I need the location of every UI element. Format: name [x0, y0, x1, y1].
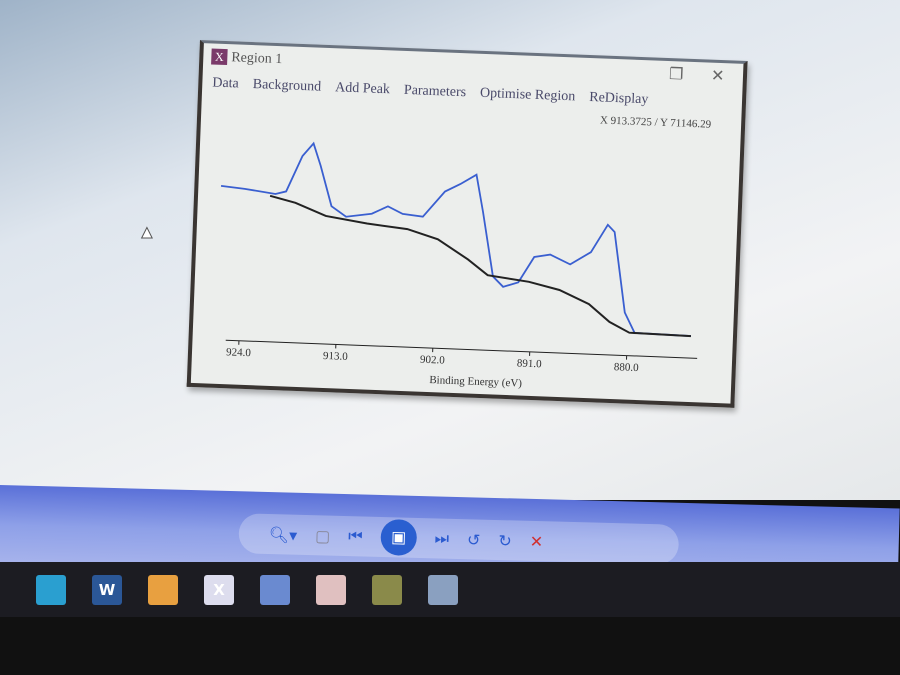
x-axis-label: Binding Energy (eV): [429, 374, 522, 390]
next-icon[interactable]: ⏭︎: [434, 528, 450, 548]
menu-optimise-region[interactable]: Optimise Region: [479, 85, 576, 105]
taskbar-app-3[interactable]: X: [204, 574, 234, 605]
x-tick-label: 880.0: [614, 361, 640, 374]
taskbar-app-1[interactable]: W: [92, 574, 122, 605]
background-line: [269, 194, 691, 338]
taskbar-app-4[interactable]: [260, 574, 290, 605]
previous-icon[interactable]: ⏮︎: [348, 526, 363, 546]
menu-redisplay[interactable]: ReDisplay: [588, 89, 649, 108]
menu-data[interactable]: Data: [212, 75, 240, 92]
rotate-left-icon[interactable]: ↺: [466, 529, 481, 550]
x-tick-label: 902.0: [420, 354, 446, 367]
slideshow-icon[interactable]: ▣: [380, 518, 418, 556]
menu-background[interactable]: Background: [252, 77, 322, 95]
app-icon: X: [211, 48, 228, 66]
zoom-icon[interactable]: 🔍︎▾: [268, 524, 298, 545]
taskbar-app-5[interactable]: [316, 574, 346, 605]
menu-add-peak[interactable]: Add Peak: [334, 80, 391, 98]
taskbar-app-6[interactable]: [372, 574, 402, 605]
x-tick-label: 924.0: [226, 346, 252, 359]
x-tick-label: 913.0: [323, 350, 349, 363]
taskbar-app-7[interactable]: [428, 574, 458, 605]
taskbar-app-2[interactable]: [148, 574, 178, 605]
x-axis: [225, 339, 698, 359]
close-icon[interactable]: ✕: [710, 67, 725, 86]
region-window: X Region 1 ❐ ✕ Data Background Add Peak …: [186, 40, 748, 408]
taskbar-app-0[interactable]: [36, 574, 66, 605]
cursor-readout: X 913.3725 / Y 71146.29: [599, 114, 712, 131]
desktop: ▲ X Region 1 ❐ ✕ Data Background Add Pea…: [0, 0, 900, 500]
spectrum-line: [220, 141, 691, 337]
menu-parameters[interactable]: Parameters: [403, 82, 467, 101]
mouse-cursor-icon: ▲: [138, 222, 157, 243]
restore-icon[interactable]: ❐: [668, 66, 684, 84]
menu-bar: Data Background Add Peak Parameters Opti…: [212, 76, 649, 109]
window-title: Region 1: [231, 50, 283, 68]
x-tick-label: 891.0: [517, 357, 543, 370]
delete-icon[interactable]: ✕: [529, 531, 544, 551]
rotate-right-icon[interactable]: ↻: [498, 530, 513, 550]
spectrum-plot[interactable]: 924.0 913.0 902.0 891.0 880.0 Binding Energy …: [206, 120, 716, 401]
fit-icon[interactable]: ▢: [314, 525, 331, 546]
